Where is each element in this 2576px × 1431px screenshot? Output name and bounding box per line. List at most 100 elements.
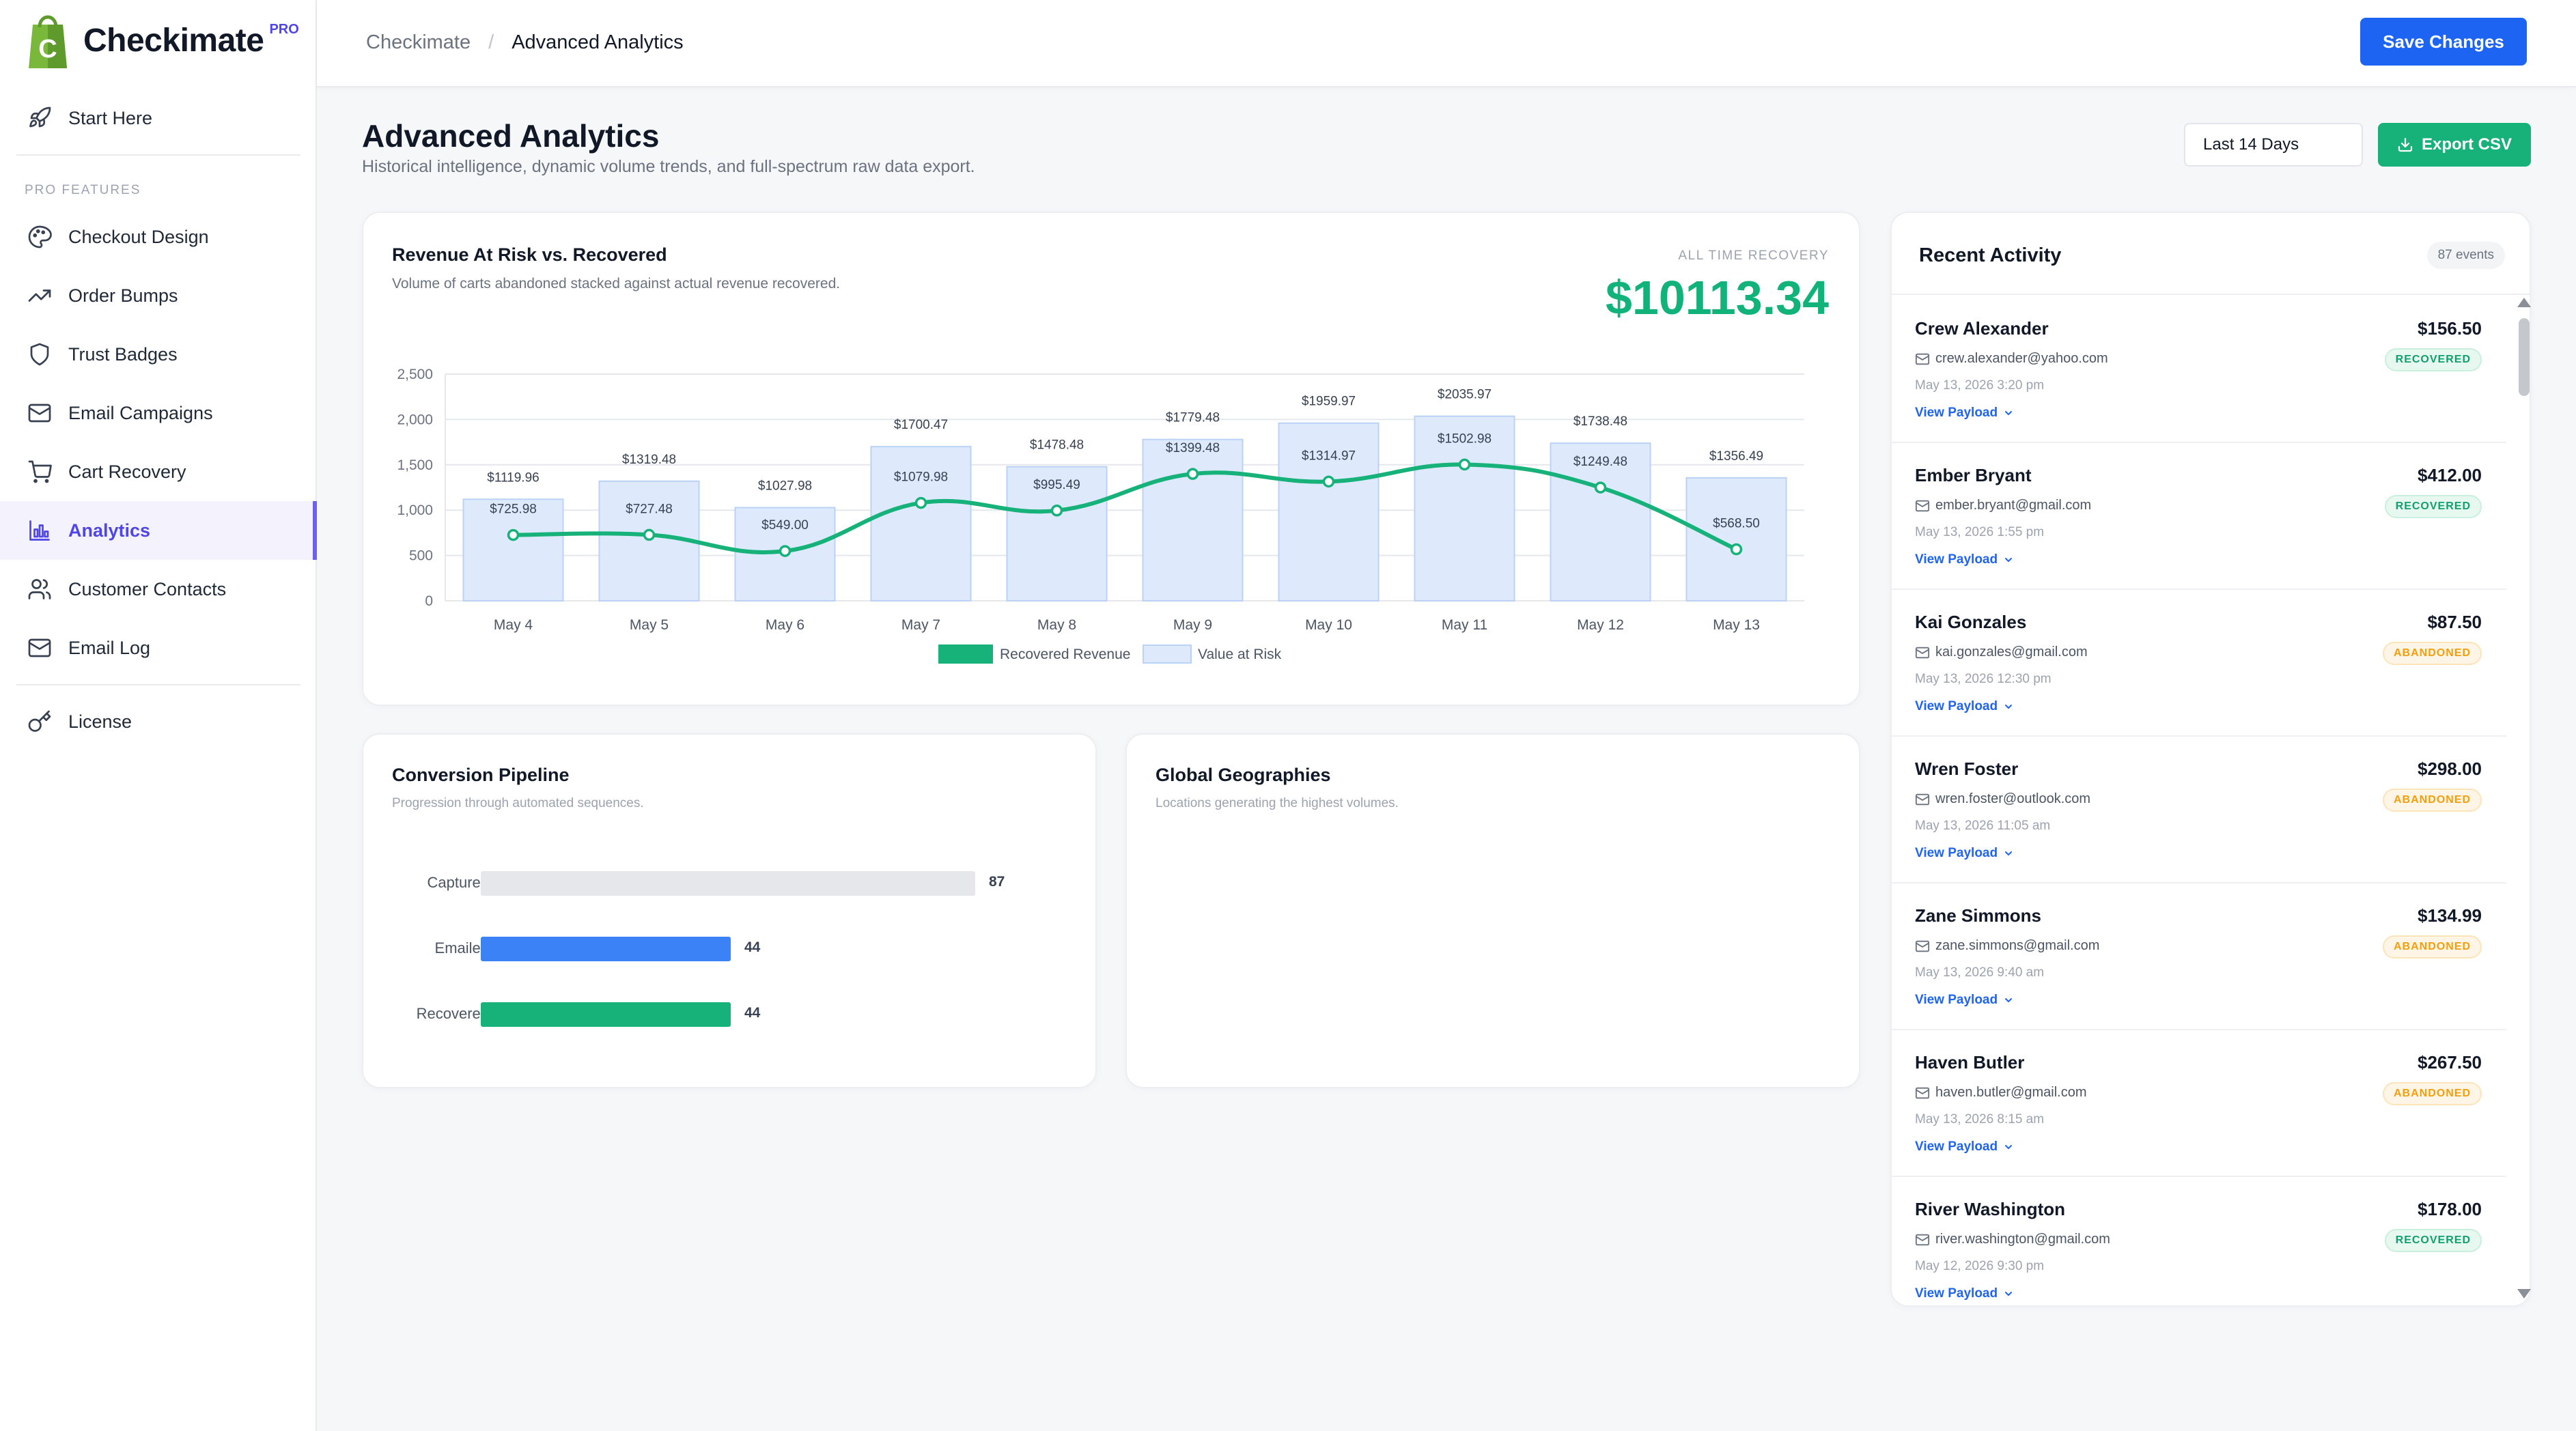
view-payload-link[interactable]: View Payload	[1915, 406, 2014, 421]
save-changes-button[interactable]: Save Changes	[2360, 18, 2527, 66]
risk-bar	[1550, 442, 1651, 601]
activity-item[interactable]: Wren Foster wren.foster@outlook.com May 13…	[1892, 737, 2506, 883]
legend-swatch-recovered	[938, 644, 993, 664]
legend-label-risk: Value at Risk	[1198, 647, 1282, 662]
customer-email-text: zane.simmons@gmail.com	[1935, 938, 2100, 953]
activity-item[interactable]: Crew Alexander crew.alexander@yahoo.com Ma…	[1892, 296, 2506, 443]
view-payload-link[interactable]: View Payload	[1915, 552, 2014, 567]
mail-icon	[1915, 500, 1930, 511]
x-tick-label: May 11	[1442, 617, 1487, 633]
recovered-value-label: $725.98	[490, 502, 537, 517]
scroll-up-arrow[interactable]	[2517, 298, 2531, 307]
activity-timestamp: May 13, 2026 11:05 am	[1915, 819, 2051, 833]
activity-item[interactable]: Haven Butler haven.butler@gmail.com May 13…	[1892, 1030, 2506, 1177]
mail-icon	[1915, 647, 1930, 658]
shield-icon	[30, 343, 49, 366]
brand[interactable]: C Checkimate PRO	[23, 11, 299, 70]
trending-up-icon	[28, 289, 51, 302]
sidebar: C Checkimate PRO Start Here PRO FEATURES…	[0, 0, 317, 1431]
view-payload-label: View Payload	[1915, 1139, 1998, 1154]
recovered-value-label: $1249.48	[1573, 455, 1627, 469]
view-payload-link[interactable]: View Payload	[1915, 846, 2014, 861]
sidebar-item-license[interactable]: License	[0, 692, 317, 751]
activity-item[interactable]: Zane Simmons zane.simmons@gmail.com May 13…	[1892, 883, 2506, 1030]
sidebar-item-trust-badges[interactable]: Trust Badges	[0, 325, 317, 384]
activity-item[interactable]: Ember Bryant ember.bryant@gmail.com May 13…	[1892, 443, 2506, 590]
chevron-down-icon	[2005, 851, 2013, 855]
view-payload-label: View Payload	[1915, 552, 1998, 567]
customer-email-text: ember.bryant@gmail.com	[1935, 498, 2092, 513]
status-badge: RECOVERED	[2384, 495, 2482, 518]
y-tick-label: 500	[409, 548, 433, 564]
brand-name: Checkimate	[83, 22, 264, 59]
top-bar: Checkimate / Advanced Analytics Save Cha…	[317, 0, 2576, 87]
activity-timestamp: May 13, 2026 12:30 pm	[1915, 672, 2052, 686]
x-tick-label: May 8	[1037, 617, 1076, 633]
sidebar-item-label: Cart Recovery	[68, 461, 186, 482]
breadcrumb-root[interactable]: Checkimate	[366, 31, 471, 53]
status-badge: RECOVERED	[2384, 348, 2482, 371]
x-tick-label: May 13	[1713, 617, 1760, 633]
activity-item[interactable]: River Washington river.washington@gmail.c…	[1892, 1177, 2506, 1305]
scroll-down-arrow[interactable]	[2517, 1289, 2531, 1299]
recovered-point	[1322, 475, 1335, 488]
export-csv-button[interactable]: Export CSV	[2378, 123, 2531, 167]
view-payload-link[interactable]: View Payload	[1915, 1139, 2014, 1154]
recovered-value-label: $549.00	[761, 518, 809, 533]
sidebar-item-cart-recovery[interactable]: Cart Recovery	[0, 442, 317, 501]
activity-item[interactable]: Kai Gonzales kai.gonzales@gmail.com May 13…	[1892, 590, 2506, 737]
customer-email-text: crew.alexander@yahoo.com	[1935, 351, 2108, 366]
view-payload-link[interactable]: View Payload	[1915, 1286, 2014, 1301]
pipeline-row-label: Emailed	[434, 939, 489, 957]
activity-scrollbar-thumb[interactable]	[2519, 318, 2530, 396]
customer-name: Ember Bryant	[1915, 465, 2032, 485]
status-badge: ABANDONED	[2383, 935, 2482, 959]
pipeline-row-value: 87	[989, 874, 1005, 890]
bar-chart-icon	[29, 520, 50, 541]
pipeline-row-label: Captured	[427, 874, 489, 891]
activity-timestamp: May 13, 2026 8:15 am	[1915, 1112, 2045, 1127]
date-range-label: Last 14 Days	[2203, 135, 2299, 154]
pipeline-row: Captured 87	[363, 871, 1098, 896]
activity-timestamp: May 12, 2026 9:30 pm	[1915, 1259, 2045, 1273]
view-payload-link[interactable]: View Payload	[1915, 993, 2014, 1008]
view-payload-label: View Payload	[1915, 406, 1998, 420]
sidebar-item-analytics[interactable]: Analytics	[0, 501, 317, 560]
customer-email: crew.alexander@yahoo.com	[1915, 351, 2108, 367]
date-range-select[interactable]: Last 14 Days	[2184, 123, 2363, 167]
recovered-line	[513, 462, 1737, 554]
customer-email-text: wren.foster@outlook.com	[1935, 791, 2091, 806]
section-label: PRO FEATURES	[25, 183, 141, 197]
sidebar-item-label: Trust Badges	[68, 343, 178, 365]
users-icon	[28, 579, 51, 599]
sidebar-item-label: Start Here	[68, 107, 153, 128]
y-tick-label: 0	[425, 593, 433, 609]
mail-icon	[1915, 1087, 1930, 1099]
pipeline-bar	[481, 1002, 731, 1027]
sidebar-item-order-bumps[interactable]: Order Bumps	[0, 266, 317, 325]
view-payload-link[interactable]: View Payload	[1915, 699, 2014, 714]
sidebar-item-start-here[interactable]: Start Here	[0, 89, 317, 147]
risk-value-label: $1738.48	[1573, 414, 1627, 429]
chevron-down-icon	[2005, 1292, 2013, 1296]
risk-value-label: $1356.49	[1709, 449, 1763, 464]
revenue-card-title: Revenue At Risk vs. Recovered	[392, 244, 667, 265]
activity-header: Recent Activity 87 events	[1892, 213, 2530, 295]
sidebar-item-email-log[interactable]: Email Log	[0, 619, 317, 677]
sidebar-item-label: Customer Contacts	[68, 578, 227, 599]
pipeline-subtitle: Progression through automated sequences.	[392, 796, 644, 810]
export-csv-label: Export CSV	[2421, 135, 2512, 154]
activity-amount: $412.00	[2418, 465, 2482, 485]
sidebar-item-checkout-design[interactable]: Checkout Design	[0, 208, 317, 266]
activity-list[interactable]: Crew Alexander crew.alexander@yahoo.com Ma…	[1892, 296, 2506, 1305]
view-payload-label: View Payload	[1915, 846, 1998, 860]
customer-name: River Washington	[1915, 1199, 2066, 1219]
breadcrumb-separator: /	[488, 31, 494, 53]
sidebar-item-label: Analytics	[68, 520, 151, 541]
mail-icon	[1915, 940, 1930, 952]
all-time-recovery-value: $10113.34	[1605, 271, 1829, 324]
sidebar-item-email-campaigns[interactable]: Email Campaigns	[0, 384, 317, 442]
all-time-recovery-label: ALL TIME RECOVERY	[1678, 249, 1829, 263]
sidebar-item-customer-contacts[interactable]: Customer Contacts	[0, 560, 317, 619]
palette-icon	[28, 225, 52, 249]
